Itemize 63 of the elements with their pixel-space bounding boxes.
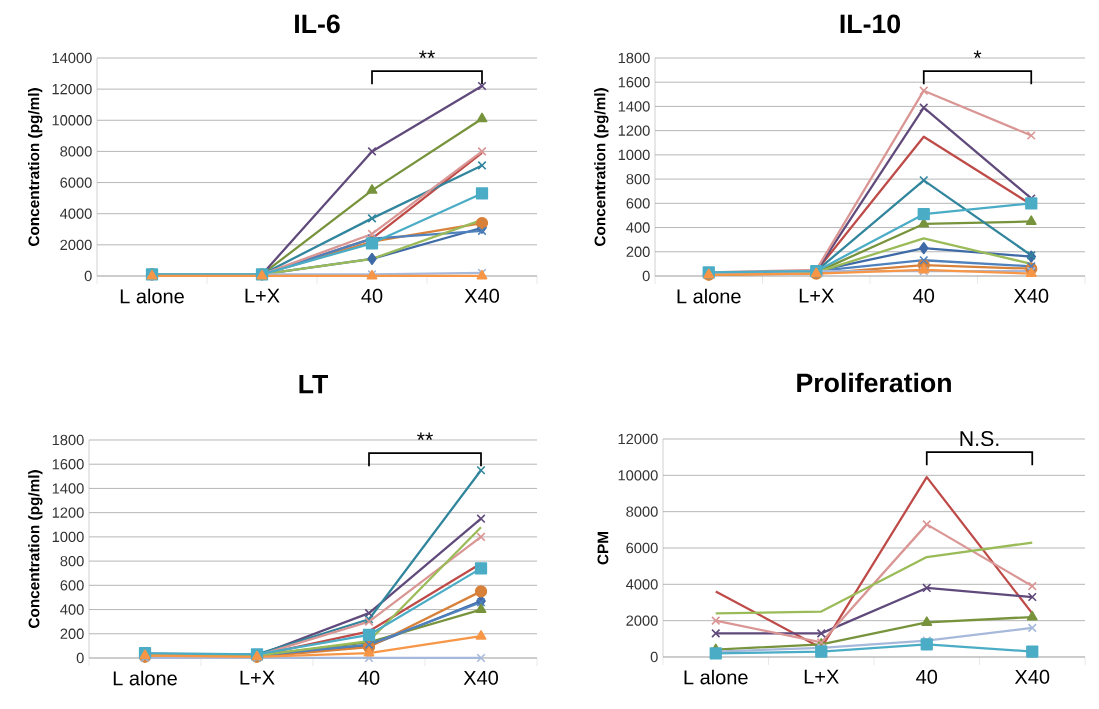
y-tick-label: 4000: [626, 579, 658, 590]
y-tick-label: 1200: [52, 507, 84, 518]
x-tick-label: 40: [361, 288, 383, 303]
x-tick-label: L alone: [120, 288, 184, 304]
x-tick-label: L alone: [684, 669, 748, 685]
x-tick-label: L+X: [245, 288, 280, 303]
y-axis-title: Concentration (pg/ml): [594, 88, 609, 246]
x-tick-label: L+X: [804, 669, 839, 684]
y-tick-label: 200: [626, 246, 650, 257]
y-tick-label: 8000: [60, 146, 92, 157]
y-tick-label: 6000: [60, 177, 92, 188]
y-tick-label: 200: [60, 628, 84, 639]
y-tick-label: 800: [60, 555, 84, 567]
y-tick-label: 1800: [52, 434, 84, 446]
y-tick-label: 14000: [52, 52, 92, 64]
chart-title: IL-10: [840, 14, 901, 34]
y-tick-label: 1400: [618, 101, 650, 112]
y-tick-label: 400: [60, 604, 84, 615]
y-axis-title: Concentration (pg/ml): [28, 470, 43, 628]
x-tick-label: L+X: [240, 670, 275, 685]
y-tick-label: 800: [626, 173, 650, 185]
y-tick-label: 0: [642, 270, 650, 282]
x-tick-label: 40: [916, 669, 938, 684]
y-tick-label: 1000: [52, 531, 84, 543]
text: **: [417, 432, 433, 440]
y-tick-label: 12000: [52, 83, 92, 95]
y-tick-label: 6000: [626, 542, 658, 554]
y-tick-label: 2000: [626, 615, 658, 626]
chart-title: Proliferation: [797, 372, 951, 393]
y-axis-title: CPM: [597, 531, 609, 565]
y-tick-label: 4000: [60, 208, 92, 219]
x-tick-label: X40: [1013, 288, 1049, 303]
y-tick-label: 1600: [618, 77, 650, 88]
x-tick-label: 40: [913, 288, 935, 303]
y-tick-label: 400: [626, 222, 650, 233]
y-tick-label: 8000: [626, 506, 658, 517]
x-tick-label: 40: [358, 670, 380, 685]
x-tick-label: X40: [464, 288, 499, 303]
x-tick-label: L alone: [113, 670, 177, 686]
y-tick-label: 1800: [618, 52, 650, 64]
y-tick-label: 0: [84, 270, 92, 282]
x-tick-label: X40: [1014, 669, 1050, 684]
y-tick-label: 1400: [52, 483, 84, 494]
y-tick-label: 12000: [618, 433, 658, 445]
y-tick-label: 0: [76, 652, 84, 664]
x-tick-label: X40: [463, 670, 498, 685]
y-tick-label: 1200: [618, 125, 650, 136]
y-tick-label: 0: [650, 651, 658, 663]
text: **: [419, 50, 435, 58]
chart-title: LT: [299, 374, 329, 394]
y-tick-label: 2000: [60, 239, 92, 251]
y-tick-label: 1000: [618, 149, 650, 161]
chart-title: IL-6: [295, 14, 340, 34]
annotation: N.S.: [960, 431, 999, 447]
y-tick-label: 600: [60, 580, 84, 591]
y-tick-label: 10000: [52, 115, 92, 126]
y-tick-label: 10000: [618, 470, 658, 481]
x-tick-label: L alone: [677, 288, 741, 304]
y-tick-label: 1600: [52, 459, 84, 470]
y-tick-label: 600: [626, 198, 650, 209]
text: *: [973, 50, 982, 58]
x-tick-label: L+X: [799, 288, 834, 303]
y-axis-title: Concentration (pg/ml): [28, 88, 43, 246]
